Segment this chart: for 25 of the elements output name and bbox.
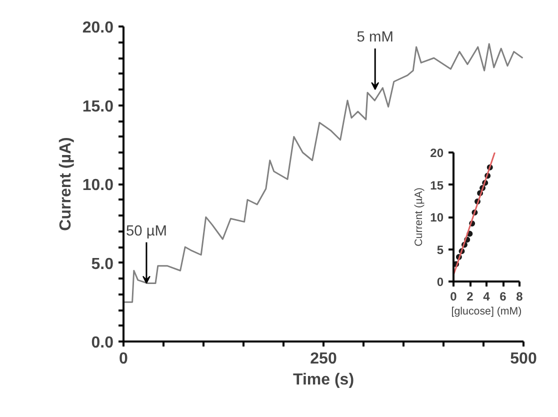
y-tick-label: 0.0	[91, 334, 114, 352]
y-tick-label: 10.0	[82, 177, 114, 194]
y-tick-label: 0	[436, 275, 444, 289]
annotation: 50 µM	[126, 223, 167, 240]
y-tick-label: 5.0	[91, 256, 114, 273]
y-axis-title: Current (µA)	[413, 188, 426, 246]
line-series	[124, 43, 524, 303]
y-tick-label: 20	[430, 146, 444, 160]
x-tick-label: 8	[516, 290, 524, 304]
y-tick-label: 15.0	[82, 98, 114, 116]
x-tick-label: 250	[310, 350, 337, 368]
annotation: 5 mM	[356, 30, 394, 46]
y-tick-label: 15	[430, 178, 444, 192]
y-tick-label: 10	[430, 210, 444, 224]
y-tick-label: 5	[436, 242, 444, 257]
x-tick-label: 6	[500, 290, 507, 304]
x-tick-label: 2	[466, 290, 474, 304]
x-tick-label: 0	[119, 350, 128, 368]
y-axis-title: Current (µA)	[57, 137, 74, 231]
x-tick-label: 500	[510, 350, 537, 368]
x-axis-title: Time (s)	[292, 372, 354, 388]
y-tick-label: 20.0	[82, 20, 114, 36]
x-axis-title: [glucose] (mM)	[451, 306, 522, 318]
x-tick-label: 4	[483, 290, 490, 304]
x-tick-label: 0	[450, 290, 458, 304]
